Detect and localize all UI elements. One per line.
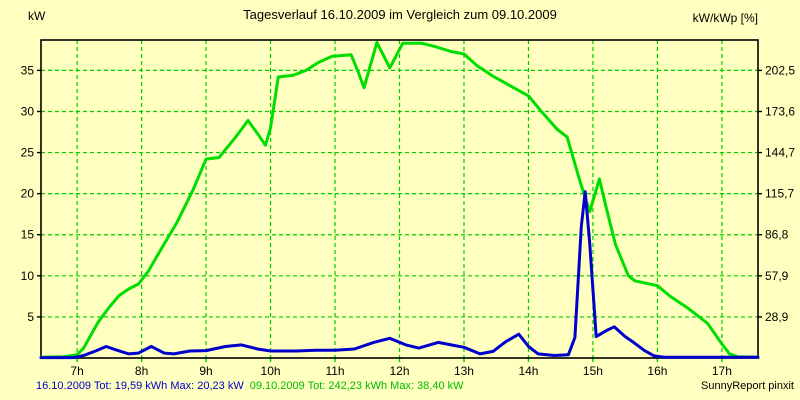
x-tick-label: 9h [199, 364, 212, 378]
right-tick-label: 144,7 [765, 146, 795, 160]
left-tick-label: 20 [21, 187, 35, 201]
right-axis-unit-label: kW/kWp [%] [692, 11, 758, 25]
plot-border [40, 39, 759, 359]
left-tick-label: 25 [21, 146, 35, 160]
right-tick-label: 28,9 [765, 310, 789, 324]
series-line-09-10-2009 [39, 41, 760, 359]
stats-09-10-2009: 09.10.2009 Tot: 242,23 kWh Max: 38,40 kW [249, 380, 464, 392]
right-tick-label: 173,6 [765, 104, 795, 118]
x-tick-label: 14h [518, 364, 538, 378]
x-tick-label: 16h [647, 364, 667, 378]
x-tick-label: 8h [135, 364, 148, 378]
x-tick-label: 11h [325, 364, 344, 378]
x-tick-label: 15h [583, 364, 603, 378]
right-tick-label: 57,9 [765, 269, 789, 283]
left-tick-label: 5 [27, 310, 34, 324]
stats-16-10-2009: 16.10.2009 Tot: 19,59 kWh Max: 20,23 kW [36, 380, 244, 392]
x-tick-label: 12h [389, 364, 409, 378]
x-tick-label: 17h [712, 364, 732, 378]
chart-title: Tagesverlauf 16.10.2009 im Vergleich zum… [243, 7, 557, 22]
right-tick-label: 86,8 [765, 228, 789, 242]
x-tick-label: 13h [454, 364, 474, 378]
left-tick-label: 10 [21, 269, 35, 283]
left-tick-label: 35 [21, 63, 35, 77]
right-tick-label: 115,7 [765, 187, 794, 201]
x-tick-label: 7h [70, 364, 83, 378]
footer-stats: 16.10.2009 Tot: 19,59 kWh Max: 20,23 kW 0… [36, 380, 464, 392]
left-axis-unit-label: kW [28, 9, 46, 23]
series-line-16-10-2009 [39, 190, 760, 360]
left-tick-label: 15 [21, 228, 35, 242]
branding-label: SunnyReport pinxit [701, 380, 794, 392]
left-tick-label: 30 [21, 104, 35, 118]
right-tick-label: 202,5 [765, 63, 795, 77]
x-tick-label: 10h [261, 364, 281, 378]
